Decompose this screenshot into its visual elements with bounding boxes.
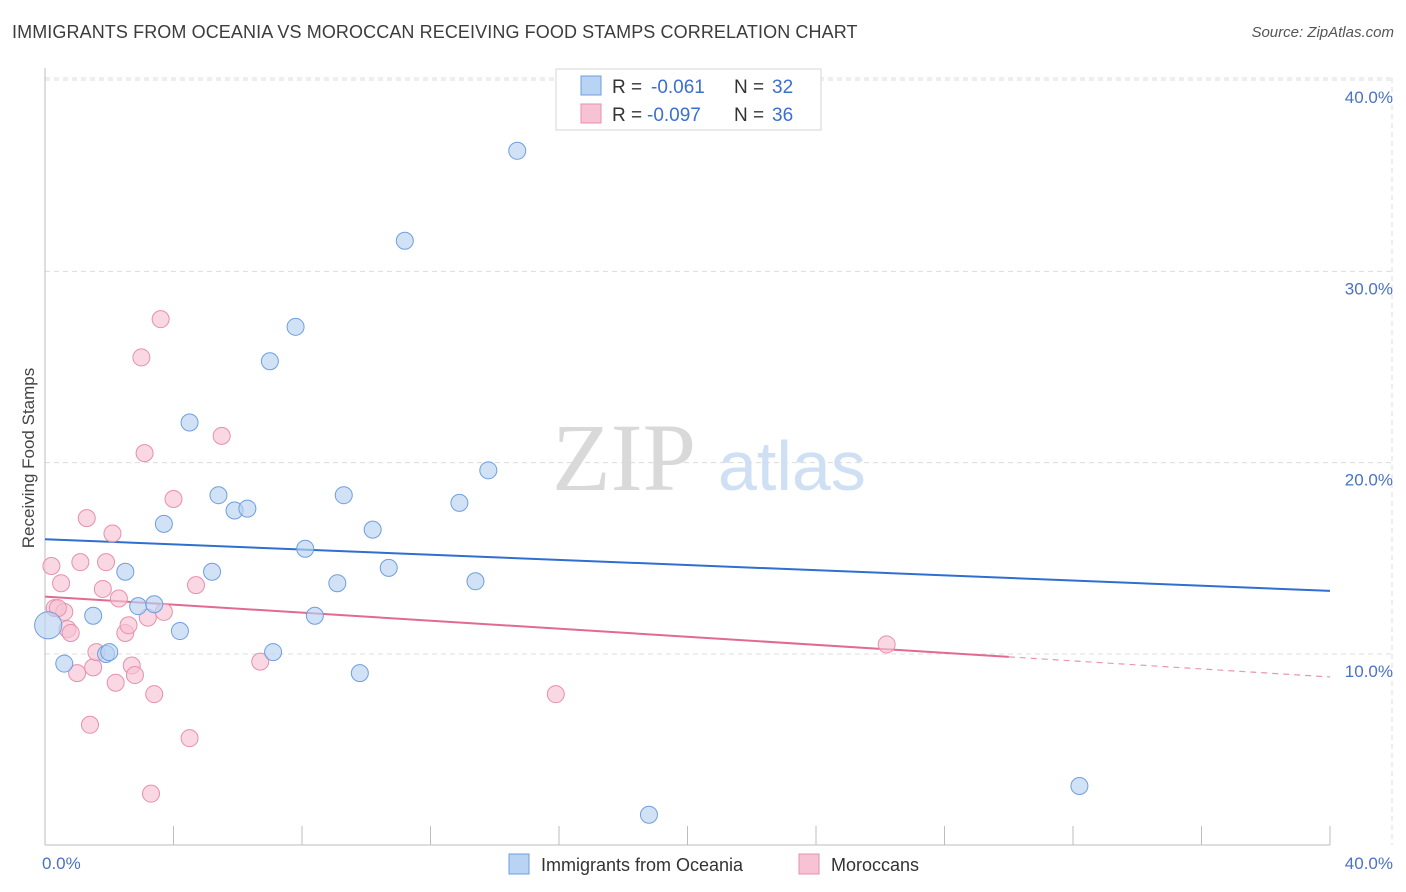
point-moroccans-13	[97, 553, 116, 572]
point-moroccans-29	[180, 729, 199, 748]
axes	[44, 68, 1331, 846]
point-moroccans-5	[61, 623, 80, 642]
point-moroccans-7	[71, 553, 90, 572]
point-moroccans-24	[142, 784, 161, 803]
trend-line-moroccans-extrapolated	[1008, 656, 1331, 678]
point-moroccans-0	[42, 556, 61, 575]
trend-line-moroccans	[44, 595, 1009, 658]
legend-n-label-2: N =	[734, 105, 764, 126]
point-moroccans-6	[68, 664, 87, 683]
series-swatch-oceania	[508, 853, 530, 875]
point-oceania-29	[508, 141, 527, 160]
point-oceania-9	[170, 622, 189, 641]
point-moroccans-14	[103, 524, 122, 543]
x-tick-label-max: 40.0%	[1345, 854, 1393, 873]
point-moroccans-27	[151, 310, 170, 329]
point-oceania-20	[328, 574, 347, 593]
series-swatch-moroccans	[798, 853, 820, 875]
point-oceania-22	[350, 664, 369, 683]
point-moroccans-9	[80, 715, 99, 734]
point-oceania-31	[1070, 777, 1089, 796]
point-oceania-24	[379, 558, 398, 577]
point-moroccans-21	[132, 348, 151, 367]
data-points	[34, 141, 1089, 824]
watermark-zip: ZIP	[552, 404, 696, 511]
legend-n-value-2: 36	[772, 105, 793, 126]
y-tick-label-40: 40.0%	[1345, 88, 1393, 107]
point-moroccans-10	[84, 658, 103, 677]
point-oceania-2	[84, 606, 103, 625]
point-moroccans-12	[93, 579, 112, 598]
source-label: Source: ZipAtlas.com	[1251, 24, 1394, 41]
point-moroccans-15	[106, 673, 125, 692]
point-oceania-1	[55, 654, 74, 673]
legend-r-label-2: R =	[612, 105, 642, 126]
point-moroccans-16	[109, 589, 128, 608]
point-oceania-17	[286, 317, 305, 336]
point-oceania-12	[209, 486, 228, 505]
trend-line-oceania	[44, 538, 1331, 592]
point-moroccans-32	[251, 652, 270, 671]
point-oceania-7	[145, 595, 164, 614]
gridlines	[45, 77, 1393, 845]
point-oceania-14	[238, 499, 257, 518]
legend-r-value-1: -0.061	[651, 77, 705, 98]
point-oceania-18	[296, 539, 315, 558]
point-moroccans-22	[135, 444, 154, 463]
point-oceania-16	[264, 643, 283, 662]
point-moroccans-34	[877, 635, 896, 654]
point-moroccans-8	[77, 509, 96, 528]
point-oceania-19	[305, 606, 324, 625]
point-oceania-28	[479, 461, 498, 480]
point-oceania-6	[129, 597, 148, 616]
legend-n-label-1: N =	[734, 77, 764, 98]
chart-title: IMMIGRANTS FROM OCEANIA VS MOROCCAN RECE…	[12, 22, 858, 42]
point-oceania-27	[466, 572, 485, 591]
point-oceania-26	[450, 493, 469, 512]
point-moroccans-33	[546, 685, 565, 704]
point-moroccans-20	[125, 666, 144, 685]
point-oceania-5	[116, 562, 135, 581]
point-moroccans-2	[52, 574, 71, 593]
point-moroccans-31	[212, 426, 231, 445]
legend-n-value-1: 32	[772, 77, 793, 98]
point-oceania-21	[334, 486, 353, 505]
watermark: ZIP atlas	[552, 404, 866, 511]
point-moroccans-18	[119, 616, 138, 635]
stats-legend: R = -0.061 N = 32 R = -0.097 N = 36	[555, 68, 822, 131]
point-oceania-30	[639, 805, 658, 824]
watermark-atlas: atlas	[718, 427, 866, 505]
y-tick-label-30: 30.0%	[1345, 279, 1393, 298]
y-axis-label: Receiving Food Stamps	[19, 368, 38, 548]
y-tick-label-10: 10.0%	[1345, 662, 1393, 681]
point-moroccans-30	[186, 576, 205, 595]
point-oceania-25	[395, 231, 414, 250]
point-oceania-15	[260, 352, 279, 371]
tick-labels: 10.0% 20.0% 30.0% 40.0% 0.0% 40.0%	[42, 88, 1393, 873]
legend-r-value-2: -0.097	[647, 105, 701, 126]
point-oceania-4	[100, 643, 119, 662]
y-tick-label-20: 20.0%	[1345, 471, 1393, 490]
point-oceania-10	[180, 413, 199, 432]
point-moroccans-28	[164, 490, 183, 509]
legend-r-label-1: R =	[612, 77, 642, 98]
point-oceania-23	[363, 520, 382, 539]
point-oceania-11	[203, 562, 222, 581]
legend-swatch-pink	[580, 103, 602, 124]
series-label-moroccans: Moroccans	[831, 855, 919, 875]
trend-lines	[44, 538, 1331, 678]
point-moroccans-25	[145, 685, 164, 704]
series-legend: Immigrants from Oceania Moroccans	[508, 853, 919, 875]
legend-swatch-blue	[580, 75, 602, 96]
point-oceania-8	[154, 514, 173, 533]
series-label-oceania: Immigrants from Oceania	[541, 855, 744, 875]
point-oceania-0	[34, 611, 63, 640]
x-tick-label-min: 0.0%	[42, 854, 81, 873]
